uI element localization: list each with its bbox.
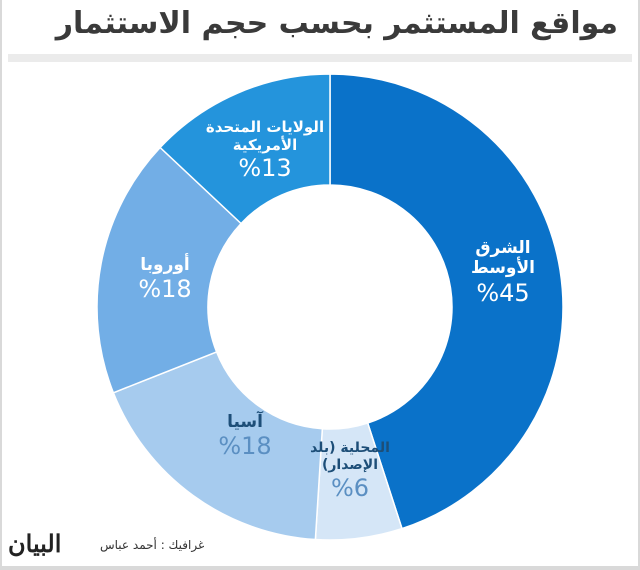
slice-name-local: المحلية (بلد الإصدار) xyxy=(310,440,390,473)
graphic-credit: غرافيك : أحمد عباس xyxy=(100,538,205,552)
slice-usa xyxy=(159,73,331,225)
slice-label-europe: أوروبا %18 xyxy=(120,255,210,304)
slice-middle-east xyxy=(329,73,564,530)
slice-europe xyxy=(96,146,243,394)
slice-pct-usa: %13 xyxy=(238,154,292,182)
slice-label-asia: آسيا %18 xyxy=(205,412,285,461)
publication-logo: البيان xyxy=(8,529,62,558)
slice-label-local: المحلية (بلد الإصدار) %6 xyxy=(300,440,400,502)
slice-name-europe: أوروبا xyxy=(140,255,190,275)
slice-name-middle-east: الشرق الأوسط xyxy=(471,238,535,279)
slice-pct-asia: %18 xyxy=(218,432,272,461)
slice-pct-europe: %18 xyxy=(138,275,192,304)
slice-pct-middle-east: %45 xyxy=(476,278,530,307)
slice-name-asia: آسيا xyxy=(227,412,263,432)
bottom-border xyxy=(0,566,640,570)
slice-name-usa: الولايات المتحدة الأمريكية xyxy=(205,118,325,154)
slice-label-usa: الولايات المتحدة الأمريكية %13 xyxy=(190,118,340,183)
slice-label-middle-east: الشرق الأوسط %45 xyxy=(448,238,558,308)
chart-title: مواقع المستثمر بحسب حجم الاستثمار xyxy=(55,6,618,41)
slice-asia xyxy=(112,350,324,541)
slice-pct-local: %6 xyxy=(330,473,370,502)
title-divider xyxy=(8,54,632,62)
